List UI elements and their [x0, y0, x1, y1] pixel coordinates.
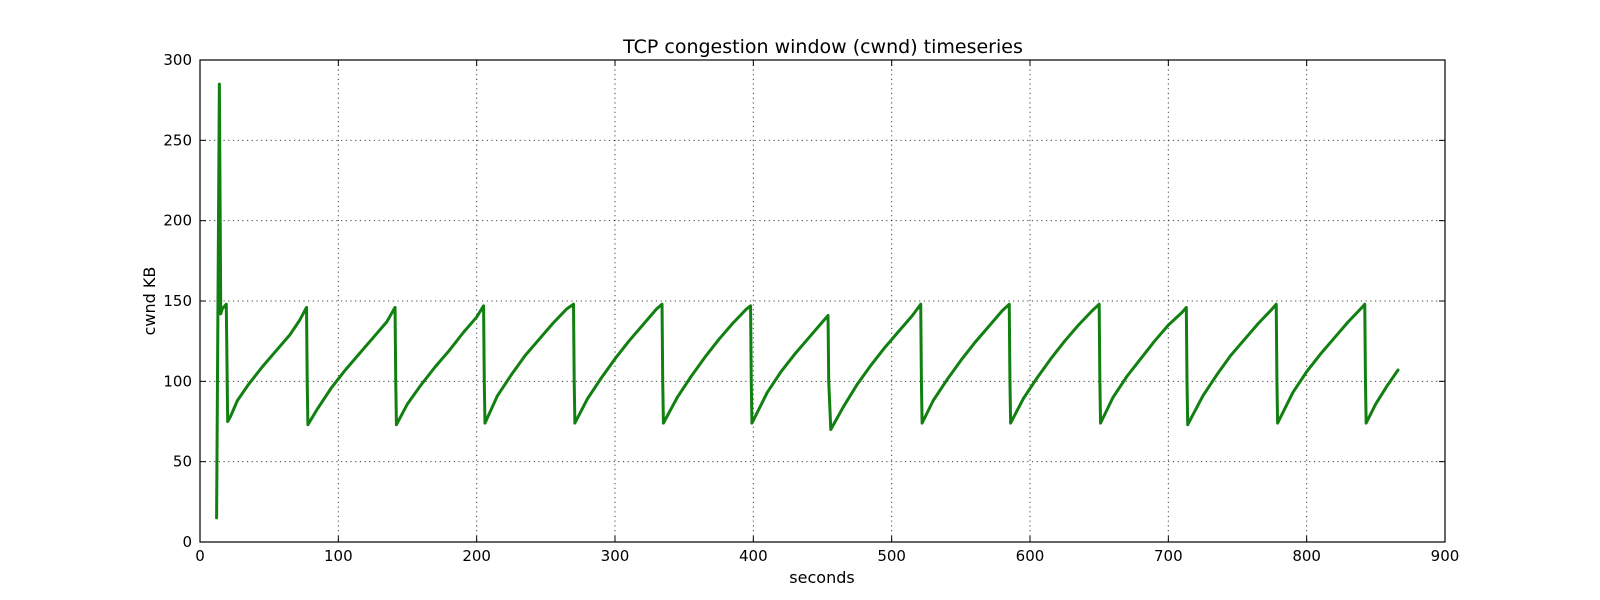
- y-tick-label: 100: [163, 372, 192, 390]
- cwnd-series-line: [215, 82, 1400, 520]
- ticks: 0 100 200 300 400 500 600 700 800 900 0 50 100 150 200…: [163, 51, 1459, 565]
- y-tick-label: 300: [163, 51, 192, 69]
- x-axis-label: seconds: [789, 568, 854, 587]
- x-tick-label: 500: [877, 547, 906, 565]
- x-tick-label: 700: [1154, 547, 1183, 565]
- chart-title: TCP congestion window (cwnd) timeseries: [622, 36, 1023, 58]
- series-layer: [215, 82, 1400, 520]
- y-axis-label: cwnd KB: [140, 267, 159, 336]
- x-tick-label: 200: [462, 547, 491, 565]
- y-tick-label: 200: [163, 212, 192, 230]
- grid-lines: [200, 60, 1445, 542]
- x-tick-label: 900: [1431, 547, 1460, 565]
- x-tick-label: 800: [1292, 547, 1321, 565]
- y-tick-label: 250: [163, 131, 192, 149]
- y-tick-label: 50: [173, 453, 192, 471]
- x-tick-label: 600: [1016, 547, 1045, 565]
- x-tick-label: 0: [195, 547, 205, 565]
- y-tick-label: 150: [163, 292, 192, 310]
- x-tick-label: 300: [601, 547, 630, 565]
- x-tick-label: 400: [739, 547, 768, 565]
- x-tick-label: 100: [324, 547, 353, 565]
- y-tick-label: 0: [182, 533, 192, 551]
